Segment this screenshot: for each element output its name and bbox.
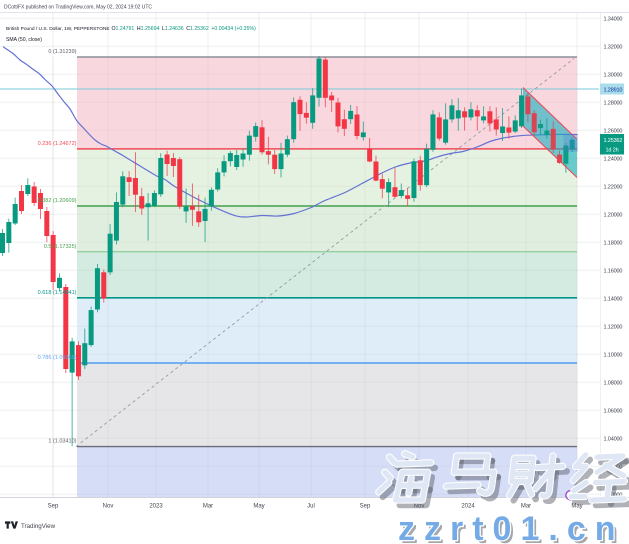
- svg-text:0 (1.31239): 0 (1.31239): [48, 49, 76, 55]
- svg-text:zzrt01.cn: zzrt01.cn: [401, 513, 628, 544]
- svg-text:Mar: Mar: [521, 504, 531, 510]
- svg-text:May: May: [571, 504, 582, 510]
- svg-text:1.26000: 1.26000: [604, 128, 623, 134]
- svg-text:1.22000: 1.22000: [604, 184, 623, 190]
- svg-text:zzrt01.cn: zzrt01.cn: [398, 510, 625, 544]
- svg-text:1.32000: 1.32000: [604, 44, 623, 50]
- svg-text:1.25362: 1.25362: [604, 138, 623, 144]
- svg-text:1 (1.03410): 1 (1.03410): [48, 439, 76, 445]
- svg-text:1.28000: 1.28000: [604, 100, 623, 106]
- svg-text:British Pound / U.S. Dollar, 1: British Pound / U.S. Dollar, 1W, PEPPERS…: [6, 26, 110, 32]
- svg-text:0.236 (1.24672): 0.236 (1.24672): [38, 141, 77, 147]
- svg-text:1.00000: 1.00000: [604, 492, 623, 498]
- svg-text:1.18000: 1.18000: [604, 240, 623, 246]
- svg-text:1d 2h: 1d 2h: [606, 148, 619, 154]
- svg-text:0.5 (1.17325): 0.5 (1.17325): [44, 244, 77, 250]
- svg-text:1.10000: 1.10000: [604, 352, 623, 358]
- svg-text:1.14000: 1.14000: [604, 296, 623, 302]
- svg-text:TradingView: TradingView: [21, 523, 56, 530]
- svg-text:0.786 (1.09365): 0.786 (1.09365): [38, 355, 77, 361]
- svg-text:DCottiFX published on TradingV: DCottiFX published on TradingView.com, M…: [4, 5, 152, 11]
- svg-text:2023: 2023: [149, 504, 163, 510]
- svg-text:Nov: Nov: [414, 504, 425, 510]
- svg-text:1.16000: 1.16000: [604, 268, 623, 274]
- svg-text:1.12000: 1.12000: [604, 324, 623, 330]
- svg-text:SMA (50, close): SMA (50, close): [6, 37, 42, 43]
- svg-text:1.04000: 1.04000: [604, 436, 623, 442]
- svg-text:1.30000: 1.30000: [604, 72, 623, 78]
- svg-text:0.618 (1.14041): 0.618 (1.14041): [38, 290, 77, 296]
- svg-text:1.20000: 1.20000: [604, 212, 623, 218]
- svg-text:Sep: Sep: [48, 504, 59, 510]
- svg-text:Nov: Nov: [103, 504, 114, 510]
- svg-text:Sep: Sep: [360, 504, 371, 510]
- svg-text:1.34000: 1.34000: [604, 16, 623, 22]
- svg-text:1.24000: 1.24000: [604, 156, 623, 162]
- svg-text:1.06000: 1.06000: [604, 408, 623, 414]
- svg-text:2024: 2024: [461, 504, 475, 510]
- svg-text:1.28910: 1.28910: [604, 88, 623, 94]
- svg-text:1.08000: 1.08000: [604, 380, 623, 386]
- svg-text:0.382 (1.20609): 0.382 (1.20609): [38, 198, 77, 204]
- svg-text:O1.24791 H1.25694 L1.24636 C1.: O1.24791 H1.25694 L1.24636 C1.25362 +0.0…: [112, 26, 257, 32]
- svg-text:May: May: [253, 504, 264, 510]
- svg-text:Jul: Jul: [307, 504, 315, 510]
- svg-text:Mar: Mar: [203, 504, 213, 510]
